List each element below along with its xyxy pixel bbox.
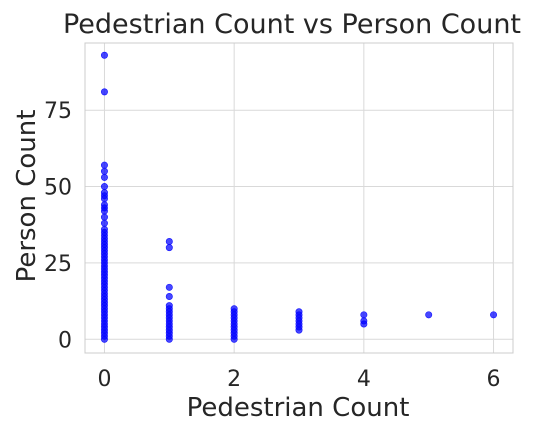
data-point — [100, 173, 108, 181]
data-point — [425, 311, 433, 319]
data-point — [100, 88, 108, 96]
x-tick-label: 6 — [487, 367, 501, 392]
chart-title: Pedestrian Count vs Person Count — [63, 9, 521, 40]
plot-frame — [84, 42, 514, 354]
x-tick-label: 4 — [357, 367, 371, 392]
data-point — [165, 283, 173, 291]
x-tick-label: 0 — [97, 367, 111, 392]
y-tick-label: 50 — [44, 176, 72, 201]
data-point — [100, 195, 108, 203]
y-tick-label: 0 — [58, 328, 72, 353]
y-axis-ticks: 0 25 50 75 — [44, 99, 72, 353]
grid-lines — [85, 43, 513, 353]
data-point — [100, 183, 108, 191]
data-point — [100, 219, 108, 227]
data-point — [100, 161, 108, 169]
data-point — [490, 311, 498, 319]
x-axis-ticks: 0 2 4 6 — [97, 367, 500, 392]
data-point — [100, 213, 108, 221]
data-point — [165, 238, 173, 246]
data-point — [100, 167, 108, 175]
data-point — [165, 244, 173, 252]
x-tick-label: 2 — [227, 367, 241, 392]
data-point — [295, 326, 303, 334]
x-axis-label: Pedestrian Count — [187, 393, 410, 423]
data-point — [360, 311, 368, 319]
data-points — [100, 51, 498, 343]
data-point — [165, 335, 173, 343]
data-point — [165, 292, 173, 300]
y-tick-label: 75 — [44, 99, 72, 124]
y-axis-label: Person Count — [12, 110, 42, 283]
data-point — [100, 51, 108, 59]
data-point — [100, 335, 108, 343]
data-point — [230, 335, 238, 343]
data-point — [100, 207, 108, 215]
y-tick-label: 25 — [44, 252, 72, 277]
plot-border — [84, 42, 514, 354]
data-point — [360, 320, 368, 328]
